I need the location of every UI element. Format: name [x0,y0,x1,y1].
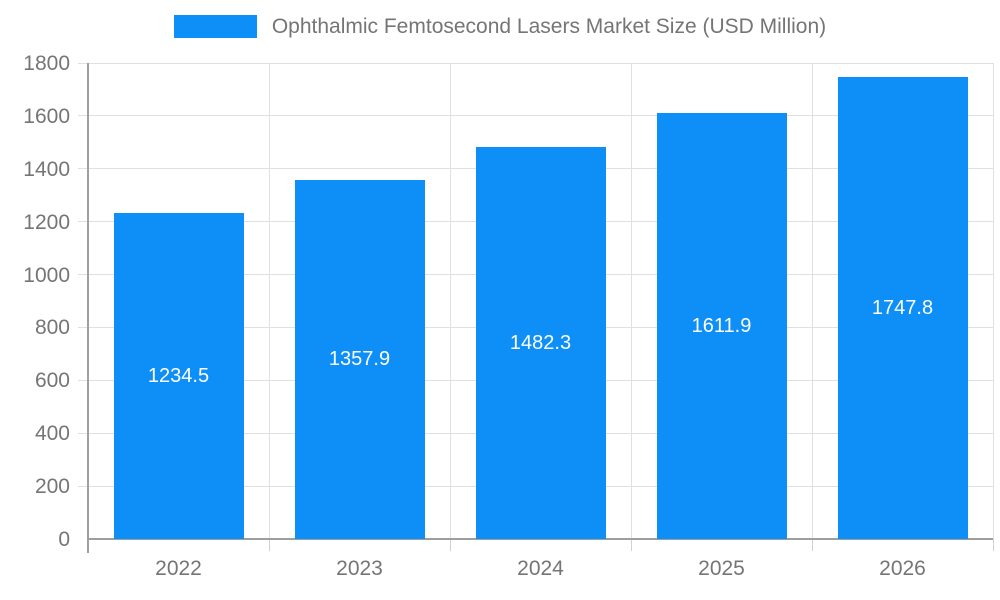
bar-value-label: 1611.9 [691,314,752,337]
x-gridline [811,63,813,539]
x-gridline [630,63,632,539]
bar: 1234.5 [113,212,244,539]
y-axis-tick-label: 400 [34,422,70,446]
bar-value-label: 1357.9 [328,348,391,371]
y-axis-tick-label: 1400 [23,157,70,181]
y-axis-tick-label: 200 [34,475,70,499]
bar: 1611.9 [656,112,787,539]
bar-value-label: 1482.3 [509,331,572,354]
y-axis-tick-label: 0 [58,528,70,551]
legend-item[interactable]: Ophthalmic Femtosecond Lasers Market Siz… [173,14,827,39]
bar-value-label: 1747.8 [871,296,934,319]
plot-area: 0 200 400 600 800 1000 1200 1400 1600 1800 1234.5 2… [23,53,994,579]
x-axis-tick [992,539,994,551]
y-axis-tick-label: 1000 [23,263,70,287]
bar: 1747.8 [837,76,968,539]
x-axis-tick [630,539,632,551]
y-axis-tick-label: 800 [34,316,70,340]
x-axis-tick-label: 2024 [517,557,564,580]
bar-value-label: 1234.5 [147,364,210,387]
legend-swatch-icon [173,15,257,39]
x-axis-tick [268,539,270,551]
bar: 1357.9 [294,179,425,539]
x-gridline [449,63,451,539]
y-axis-tick-label: 1600 [23,104,70,128]
legend: Ophthalmic Femtosecond Lasers Market Siz… [0,14,1000,39]
y-gridline [78,115,993,117]
x-axis-line [87,538,993,540]
y-gridline [78,62,993,64]
x-axis-tick-label: 2023 [336,557,383,580]
x-axis-tick-label: 2026 [879,557,926,580]
x-axis-tick-label: 2025 [698,557,745,580]
x-axis-tick [811,539,813,551]
x-axis-tick [449,539,451,551]
legend-label: Ophthalmic Femtosecond Lasers Market Siz… [271,15,827,38]
y-axis-line [87,63,89,553]
y-axis-tick-label: 1800 [23,52,70,75]
y-axis-tick-label: 600 [34,369,70,393]
x-gridline [268,63,270,539]
x-gridline [992,63,994,539]
y-axis-tick-label: 1200 [23,210,70,234]
bar: 1482.3 [475,147,606,539]
x-axis-tick-label: 2022 [155,557,202,580]
